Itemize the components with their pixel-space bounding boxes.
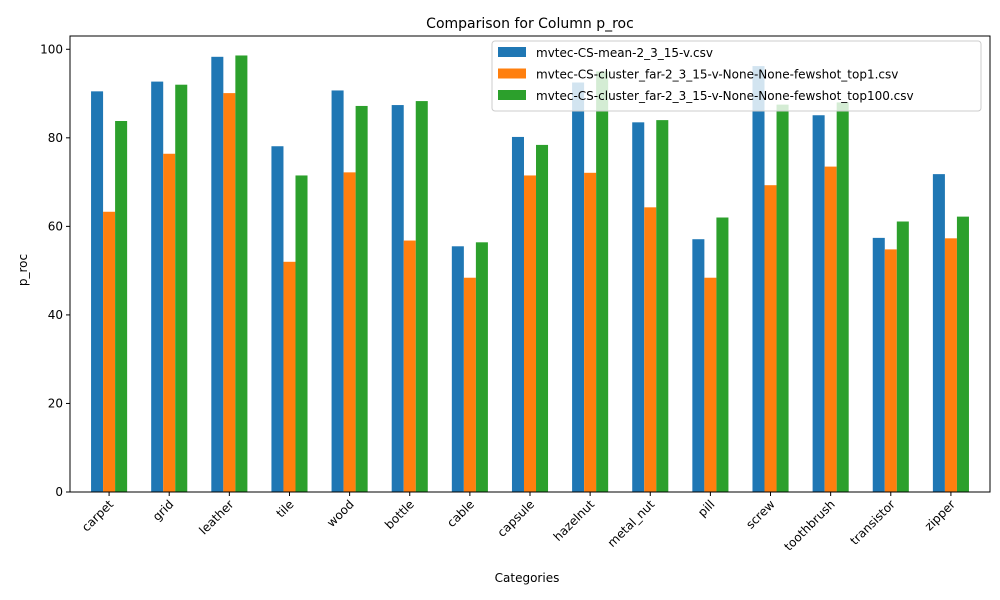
- legend-box: [491, 40, 982, 112]
- y-tick-label: 40: [48, 308, 63, 322]
- bar-tile-series-1: [271, 146, 284, 493]
- bar-capsule-series-2: [523, 175, 537, 492]
- x-axis-label: Categories: [495, 571, 560, 585]
- y-tick-label: 0: [55, 485, 63, 499]
- bar-carpet-series-2: [103, 211, 116, 492]
- bar-pill-series-2: [704, 277, 717, 492]
- bar-grid-series-1: [151, 81, 164, 492]
- bar-metal_nut-series-3: [656, 120, 669, 493]
- bar-hazelnut-series-2: [584, 172, 597, 493]
- legend-swatch-series-3: [498, 90, 526, 100]
- bar-transistor-series-3: [896, 221, 909, 492]
- bar-metal_nut-series-2: [644, 207, 657, 492]
- bar-transistor-series-2: [884, 249, 897, 492]
- bar-bottle-series-1: [391, 105, 404, 492]
- bar-zipper-series-2: [944, 238, 957, 492]
- bar-screw-series-3: [776, 104, 789, 493]
- bar-cable-series-3: [475, 242, 488, 492]
- bar-cable-series-2: [463, 277, 476, 492]
- bar-pill-series-1: [692, 239, 705, 492]
- legend-label-series-2: mvtec-CS-cluster_far-2_3_15-v-None-None-…: [536, 68, 898, 82]
- y-tick-label: 80: [48, 131, 63, 145]
- bar-cable-series-1: [451, 246, 464, 492]
- bar-bottle-series-2: [403, 240, 416, 492]
- y-tick-label: 20: [48, 396, 63, 410]
- bar-screw-series-1: [752, 66, 765, 492]
- bar-hazelnut-series-1: [572, 82, 585, 493]
- y-tick-label: 60: [48, 219, 63, 233]
- legend-swatch-series-1: [498, 47, 526, 57]
- bar-leather-series-3: [235, 55, 248, 492]
- y-axis-label: p_roc: [16, 254, 30, 286]
- bar-tile-series-2: [283, 261, 296, 492]
- bar-zipper-series-3: [956, 216, 969, 492]
- bar-toothbrush-series-3: [836, 102, 849, 492]
- bar-zipper-series-1: [932, 174, 945, 492]
- bar-bottle-series-3: [415, 101, 428, 492]
- bar-toothbrush-series-1: [812, 115, 825, 492]
- bar-carpet-series-3: [115, 121, 128, 492]
- bar-tile-series-3: [295, 175, 308, 492]
- bar-grid-series-3: [175, 84, 188, 492]
- chart-title: Comparison for Column p_roc: [426, 16, 634, 32]
- bar-pill-series-3: [716, 217, 729, 492]
- bar-metal_nut-series-1: [632, 122, 645, 492]
- bar-carpet-series-1: [91, 91, 104, 492]
- bar-hazelnut-series-3: [596, 71, 609, 493]
- legend: mvtec-CS-mean-2_3_15-v.csv mvtec-CS-clust…: [491, 40, 982, 112]
- bar-wood-series-2: [343, 172, 356, 493]
- legend-label-series-3: mvtec-CS-cluster_far-2_3_15-v-None-None-…: [536, 89, 914, 103]
- legend-label-series-1: mvtec-CS-mean-2_3_15-v.csv: [536, 46, 713, 60]
- bar-toothbrush-series-2: [824, 166, 837, 492]
- bar-leather-series-2: [223, 93, 236, 493]
- y-tick-label: 100: [40, 42, 63, 56]
- bars-group: [91, 55, 969, 493]
- bar-capsule-series-1: [511, 136, 524, 492]
- bar-transistor-series-1: [872, 237, 885, 492]
- bar-screw-series-2: [764, 185, 777, 492]
- bar-leather-series-1: [211, 56, 224, 493]
- bar-wood-series-3: [355, 105, 368, 492]
- bar-grid-series-2: [163, 153, 176, 492]
- legend-swatch-series-2: [498, 68, 526, 79]
- bar-capsule-series-3: [536, 144, 549, 492]
- bar-wood-series-1: [331, 90, 344, 492]
